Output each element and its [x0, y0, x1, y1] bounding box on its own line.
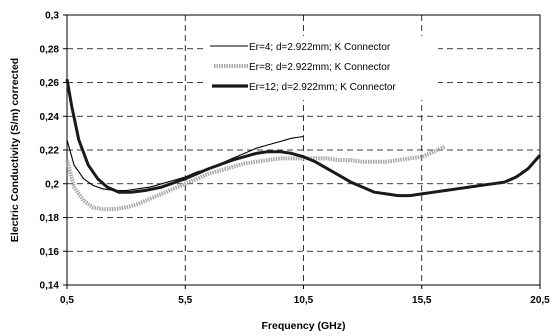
y-tick-label: 0,2: [45, 179, 59, 190]
series-line-2: [65, 144, 447, 212]
series-line-1: [66, 135, 304, 192]
x-tick-label: 10,5: [294, 295, 314, 306]
plot-area-frame: [66, 14, 541, 286]
x-axis-title: Frequency (GHz): [261, 320, 345, 332]
legend: Er=4; d=2.922mm; K Connector Er=8; d=2.9…: [206, 36, 438, 100]
legend-label-er12: Er=12; d=2.922mm; K Connector: [249, 82, 396, 93]
tick-labels: 0,14 0,16 0,18 0,2 0,22 0,24 0,26 0,28 0,3 0,5 5,5…: [40, 11, 551, 307]
series-line-3: [65, 78, 542, 198]
y-tick-label: 0,28: [40, 44, 60, 55]
x-tick-label: 5,5: [178, 295, 192, 306]
y-axis-title: Electric Conductivity (S/m) corrected: [9, 58, 21, 242]
y-tick-label: 0,16: [40, 247, 60, 258]
x-tick-label: 20,5: [530, 295, 550, 306]
legend-label-er4: Er=4; d=2.922mm; K Connector: [249, 42, 391, 53]
y-tick-label: 0,22: [40, 146, 60, 157]
x-tick-label: 15,5: [412, 295, 432, 306]
y-tick-label: 0,14: [40, 281, 60, 292]
y-tick-label: 0,26: [40, 78, 60, 89]
x-tick-label: 0,5: [60, 295, 74, 306]
series-group: [65, 78, 542, 212]
y-tick-label: 0,24: [40, 112, 60, 123]
legend-label-er8: Er=8; d=2.922mm; K Connector: [249, 62, 391, 73]
y-tick-label: 0,18: [40, 213, 60, 224]
y-tick-label: 0,3: [45, 11, 59, 22]
